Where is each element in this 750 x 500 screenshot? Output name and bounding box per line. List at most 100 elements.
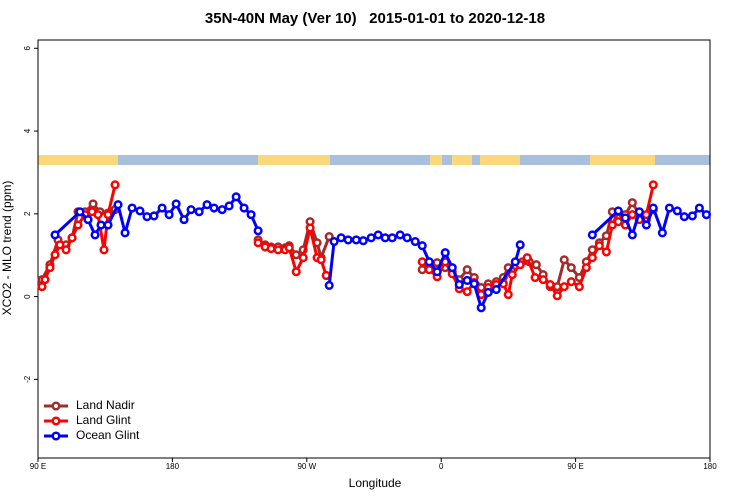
data-point	[648, 180, 658, 190]
data-point	[417, 265, 427, 275]
data-point	[55, 240, 65, 250]
x-tick-label: 180	[166, 462, 180, 471]
data-point	[113, 200, 123, 210]
data-point	[120, 228, 130, 238]
data-point	[217, 205, 227, 215]
data-point	[503, 289, 513, 300]
data-point	[202, 200, 212, 210]
data-point	[687, 211, 697, 221]
data-point	[587, 230, 597, 240]
data-point	[164, 210, 174, 220]
data-point	[351, 235, 361, 245]
data-point	[253, 238, 263, 248]
data-point	[417, 257, 427, 267]
data-point	[40, 275, 50, 285]
data-point	[657, 228, 667, 238]
y-tick-label: 4	[23, 128, 32, 133]
data-point	[462, 275, 472, 286]
data-point	[305, 223, 315, 233]
data-point	[559, 255, 569, 265]
data-point	[587, 253, 597, 263]
legend-label: Ocean Glint	[76, 428, 140, 442]
data-point	[515, 240, 525, 250]
data-point	[387, 233, 397, 243]
data-point	[552, 291, 562, 301]
data-point	[273, 245, 283, 255]
data-point	[316, 255, 326, 265]
data-point	[594, 241, 604, 251]
land-mask	[38, 155, 710, 165]
data-point	[581, 263, 591, 273]
data-point	[96, 220, 106, 230]
x-tick-label: 90 W	[297, 462, 316, 471]
data-point	[491, 285, 501, 295]
data-point	[641, 220, 651, 230]
data-point	[324, 232, 334, 242]
data-point	[88, 199, 98, 209]
data-point	[366, 233, 376, 243]
data-point	[476, 303, 486, 313]
data-point	[483, 287, 493, 298]
data-point	[37, 282, 47, 292]
data-point	[679, 212, 689, 222]
data-point	[45, 263, 55, 273]
data-point	[157, 203, 167, 213]
data-point	[627, 198, 637, 208]
data-point	[566, 277, 576, 287]
data-point	[358, 236, 368, 246]
x-tick-label: 0	[439, 462, 444, 471]
data-point	[149, 211, 159, 221]
data-point	[171, 199, 181, 209]
data-point	[395, 230, 405, 240]
data-point	[469, 279, 479, 289]
data-point	[380, 233, 390, 243]
data-point	[530, 273, 540, 283]
y-tick-label: 2	[23, 211, 32, 216]
data-point	[545, 280, 555, 290]
data-point	[298, 253, 308, 263]
chart-title: 35N-40N May (Ver 10) 2015-01-01 to 2020-…	[205, 10, 545, 27]
data-point	[701, 210, 711, 220]
data-point	[321, 270, 331, 281]
plot-frame	[37, 39, 711, 459]
data-point	[417, 241, 427, 251]
data-point	[90, 230, 100, 240]
data-point	[99, 245, 109, 255]
data-point	[231, 192, 241, 202]
data-point	[462, 287, 472, 297]
data-point	[93, 210, 103, 220]
data-point	[373, 230, 383, 240]
data-point	[50, 230, 60, 240]
y-tick-label: -2	[23, 375, 32, 383]
data-point	[672, 206, 682, 216]
data-point	[410, 237, 420, 247]
data-point	[291, 267, 301, 277]
data-point	[620, 213, 630, 223]
data-point	[224, 201, 234, 211]
data-point	[462, 265, 472, 275]
data-point	[194, 207, 204, 217]
data-point	[440, 248, 450, 258]
legend-marker	[51, 401, 61, 411]
legend-label: Land Glint	[76, 413, 131, 427]
data-point	[253, 226, 263, 236]
data-point	[50, 250, 60, 260]
data-point	[209, 203, 219, 213]
x-tick-label: 90 E	[567, 462, 583, 471]
data-point	[613, 206, 623, 216]
data-point	[103, 210, 113, 220]
data-point	[424, 265, 434, 275]
data-point	[127, 203, 137, 213]
data-point	[179, 215, 189, 225]
data-point	[329, 237, 339, 247]
data-point	[574, 282, 584, 292]
y-tick-label: 6	[23, 46, 32, 51]
data-point	[110, 180, 120, 190]
data-point	[432, 267, 442, 277]
data-point	[73, 220, 83, 230]
data-point	[601, 247, 611, 257]
data-point	[67, 233, 77, 243]
data-point	[142, 212, 152, 222]
data-point	[634, 207, 644, 217]
